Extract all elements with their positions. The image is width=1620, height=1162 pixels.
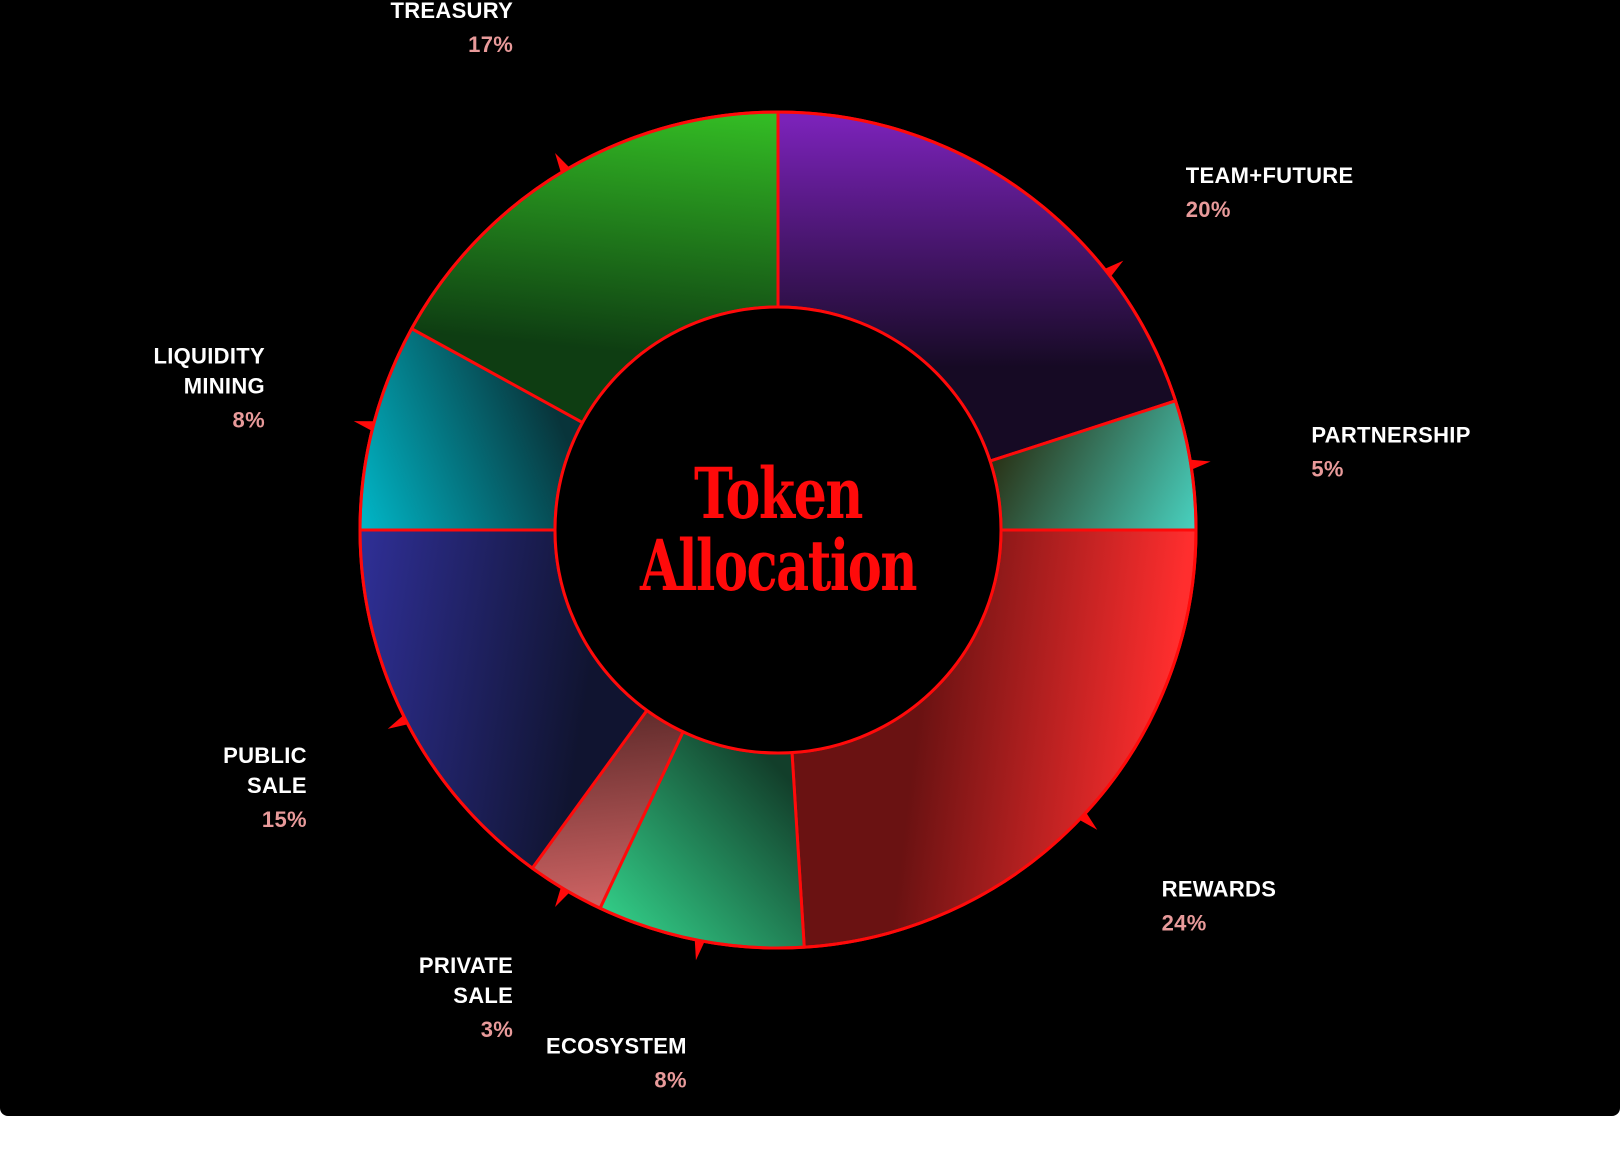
inner-ring bbox=[553, 305, 1003, 755]
label-private-sale-line-2: SALE bbox=[453, 983, 513, 1008]
tick-ecosystem bbox=[694, 939, 705, 961]
label-ecosystem: ECOSYSTEM bbox=[546, 1033, 687, 1058]
chart-title-line-1: Token bbox=[694, 452, 863, 535]
value-label-private-sale: 3% bbox=[481, 1017, 513, 1042]
label-public-sale-line-1: PUBLIC bbox=[223, 743, 307, 768]
label-rewards: REWARDS bbox=[1162, 877, 1277, 902]
label-public-sale-line-2: SALE bbox=[247, 773, 307, 798]
tick-marks-layer bbox=[353, 152, 1211, 961]
label-team-future: TEAM+FUTURE bbox=[1186, 163, 1354, 188]
labels-layer: TEAM+FUTURE 20% PARTNERSHIP 5% REWARDS 24% ECO… bbox=[153, 0, 1470, 1092]
value-label-rewards: 24% bbox=[1162, 911, 1207, 936]
tick-treasury bbox=[555, 152, 570, 173]
chart-panel: TEAM+FUTURE 20% PARTNERSHIP 5% REWARDS 24% ECO… bbox=[0, 0, 1620, 1116]
label-private-sale-line-1: PRIVATE bbox=[419, 953, 513, 978]
value-label-treasury: 17% bbox=[468, 32, 513, 57]
tick-public-sale bbox=[387, 715, 408, 729]
tick-liquidity-mining bbox=[353, 421, 375, 431]
value-label-team-future: 20% bbox=[1186, 197, 1231, 222]
outer-ring bbox=[358, 110, 1198, 950]
value-label-ecosystem: 8% bbox=[654, 1067, 686, 1092]
label-partnership: PARTNERSHIP bbox=[1311, 423, 1470, 448]
label-liquidity-mining-line-2: MINING bbox=[184, 374, 265, 399]
value-label-public-sale: 15% bbox=[262, 807, 307, 832]
tick-private-sale bbox=[555, 887, 570, 908]
tick-partnership bbox=[1190, 459, 1211, 470]
token-allocation-donut-chart: TEAM+FUTURE 20% PARTNERSHIP 5% REWARDS 24% ECO… bbox=[153, 0, 1470, 1092]
chart-title-line-2: Allocation bbox=[639, 524, 917, 607]
label-liquidity-mining-line-1: LIQUIDITY bbox=[153, 344, 265, 369]
label-treasury: TREASURY bbox=[391, 0, 514, 23]
value-label-liquidity-mining: 8% bbox=[233, 408, 265, 433]
value-label-partnership: 5% bbox=[1311, 457, 1343, 482]
